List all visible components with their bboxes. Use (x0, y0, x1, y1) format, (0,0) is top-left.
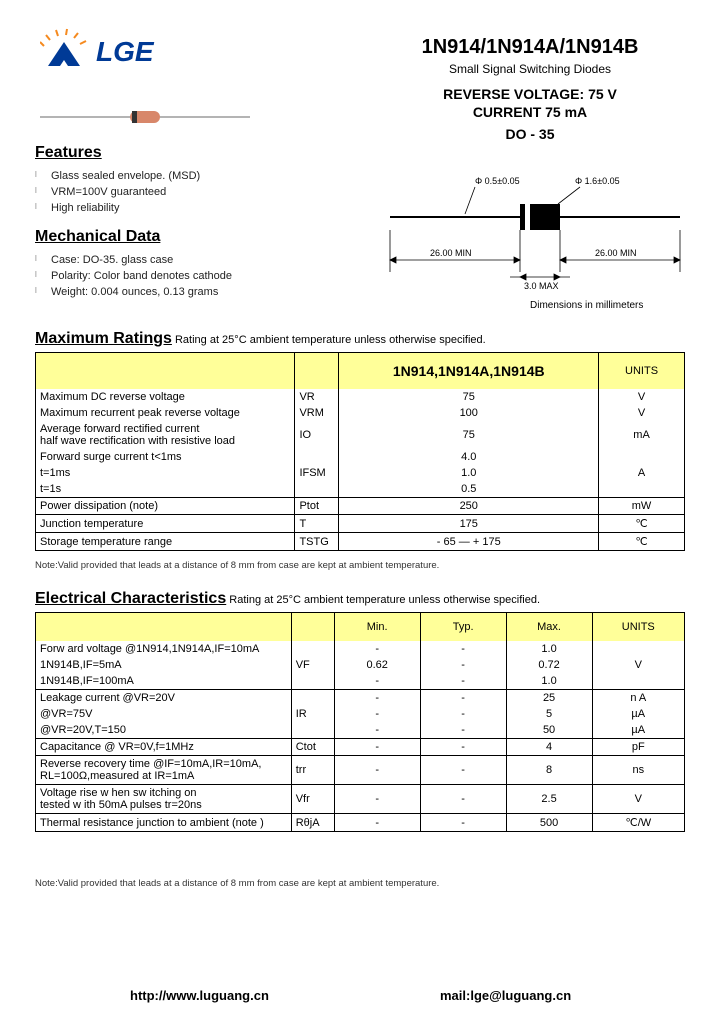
package-label: DO - 35 (370, 126, 690, 142)
feature-item: VRM=100V guaranteed (35, 184, 335, 200)
table-row: 1N914B,IF=5mAVF0.62-0.72V (36, 657, 685, 673)
table-row: @VR=20V,T=150--50µA (36, 722, 685, 739)
elec-table: Min. Typ. Max. UNITS Forw ard voltage @1… (35, 612, 685, 832)
mechanical-section: Mechanical Data Case: DO-35. glass case … (35, 228, 335, 300)
table-row: t=1msIFSM1.0A (36, 465, 685, 481)
max-ratings-heading: Maximum Ratings Rating at 25°C ambient t… (35, 330, 486, 348)
elec-note: Note:Valid provided that leads at a dist… (35, 878, 439, 889)
component-image (40, 108, 250, 129)
footer-url: http://www.luguang.cn (130, 988, 269, 1003)
table-row: Junction temperatureT175℃ (36, 515, 685, 533)
package-caption: Dimensions in millimeters (530, 300, 643, 311)
table-row: Maximum recurrent peak reverse voltageVR… (36, 405, 685, 421)
feature-item: High reliability (35, 200, 335, 216)
table-row: @VR=75VIR--5µA (36, 706, 685, 722)
dim-len1: 26.00 MIN (430, 248, 472, 258)
table-row: Average forward rectified current half w… (36, 421, 685, 449)
features-heading: Features (35, 144, 335, 162)
table-row: Maximum DC reverse voltageVR75V (36, 389, 685, 405)
logo: LGE (40, 28, 154, 76)
reverse-voltage-spec: REVERSE VOLTAGE: 75 V (370, 86, 690, 102)
table-row: Leakage current @VR=20V--25n A (36, 690, 685, 707)
footer-mail: mail:lge@luguang.cn (440, 988, 571, 1003)
logo-text: LGE (96, 36, 154, 68)
table-row: Voltage rise w hen sw itching on tested … (36, 785, 685, 814)
logo-icon (40, 28, 88, 76)
table-row: t=1s0.5 (36, 481, 685, 498)
table-row: Capacitance @ VR=0V,f=1MHzCtot--4pF (36, 739, 685, 756)
dim-d1: Φ 0.5±0.05 (475, 176, 520, 186)
mech-item: Polarity: Color band denotes cathode (35, 268, 335, 284)
table-row: Storage temperature rangeTSTG- 65 — + 17… (36, 533, 685, 551)
package-diagram: Φ 0.5±0.05 Φ 1.6±0.05 26.00 MIN 26.00 MI… (380, 172, 690, 295)
mech-item: Case: DO-35. glass case (35, 252, 335, 268)
elec-heading: Electrical Characteristics Rating at 25°… (35, 590, 540, 608)
max-ratings-table: 1N914,1N914A,1N914B UNITS Maximum DC rev… (35, 352, 685, 551)
mechanical-heading: Mechanical Data (35, 228, 335, 246)
table-row: Thermal resistance junction to ambient (… (36, 814, 685, 832)
col-header: 1N914,1N914A,1N914B (339, 353, 599, 390)
part-number-title: 1N914/1N914A/1N914B (370, 36, 690, 59)
dim-d2: Φ 1.6±0.05 (575, 176, 620, 186)
current-spec: CURRENT 75 mA (370, 104, 690, 120)
features-section: Features Glass sealed envelope. (MSD) VR… (35, 144, 335, 216)
features-list: Glass sealed envelope. (MSD) VRM=100V gu… (35, 168, 335, 216)
table-row: Reverse recovery time @IF=10mA,IR=10mA, … (36, 756, 685, 785)
units-header: UNITS (599, 353, 685, 390)
table-row: Power dissipation (note)Ptot250mW (36, 498, 685, 515)
feature-item: Glass sealed envelope. (MSD) (35, 168, 335, 184)
max-ratings-note: Note:Valid provided that leads at a dist… (35, 560, 439, 571)
mechanical-list: Case: DO-35. glass case Polarity: Color … (35, 252, 335, 300)
subtitle: Small Signal Switching Diodes (370, 62, 690, 76)
table-row: Forw ard voltage @1N914,1N914A,IF=10mA--… (36, 641, 685, 657)
table-row: Forward surge current t<1ms4.0 (36, 449, 685, 465)
dim-len2: 26.00 MIN (595, 248, 637, 258)
table-row: 1N914B,IF=100mA--1.0 (36, 673, 685, 690)
mech-item: Weight: 0.004 ounces, 0.13 grams (35, 284, 335, 300)
dim-body: 3.0 MAX (524, 281, 559, 291)
header-block: 1N914/1N914A/1N914B Small Signal Switchi… (370, 36, 690, 142)
